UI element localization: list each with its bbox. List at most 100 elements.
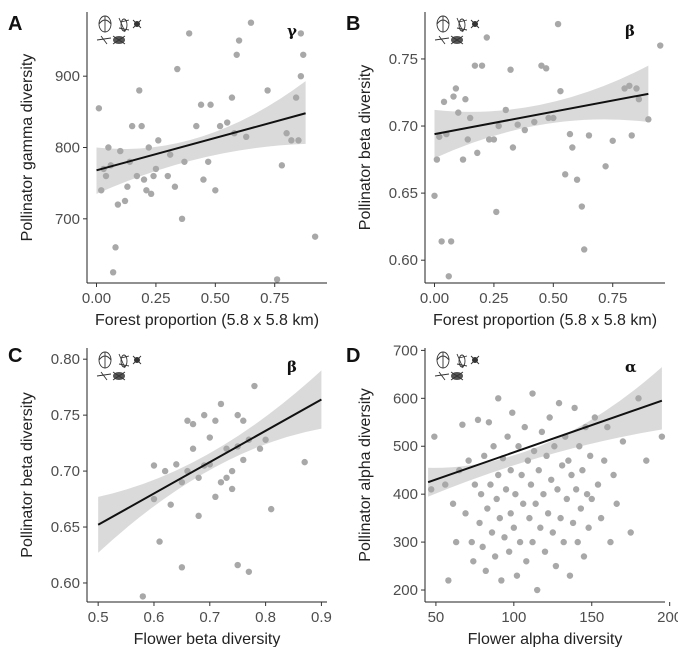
data-point (452, 538, 460, 546)
data-point (297, 72, 305, 80)
data-point (212, 493, 219, 501)
y-tick-label: 0.65 (389, 185, 418, 202)
y-tick-label: 700 (393, 342, 418, 359)
data-point (474, 149, 481, 157)
data-point (502, 106, 509, 114)
data-point (247, 19, 255, 26)
data-point (136, 87, 143, 94)
x-tick-label: 0.50 (201, 290, 230, 307)
confidence-band (434, 65, 649, 159)
x-tick-label: 0.9 (311, 609, 332, 626)
data-point (577, 505, 585, 512)
data-point (544, 510, 552, 517)
data-point (147, 190, 155, 198)
pollinator-insects-icon (434, 15, 480, 45)
data-point (579, 467, 586, 474)
data-point (578, 203, 586, 210)
x-axis-label: Flower alpha diversity (468, 631, 623, 647)
data-point (633, 85, 640, 92)
data-point (551, 443, 558, 450)
data-point (433, 156, 441, 163)
x-tick-label: 0.00 (420, 290, 449, 307)
data-point (112, 244, 119, 251)
data-point (240, 456, 247, 464)
data-point (442, 481, 449, 488)
data-point (569, 519, 577, 527)
pollinator-insects-icon (96, 15, 142, 45)
data-point (560, 538, 567, 546)
data-point (462, 510, 469, 517)
data-point (658, 433, 666, 440)
data-point (515, 443, 522, 450)
data-point (234, 561, 241, 569)
data-point (207, 101, 214, 108)
data-point (483, 34, 490, 41)
y-tick-label: 0.80 (51, 351, 80, 368)
x-tick-label: 0.00 (82, 290, 111, 307)
data-point (507, 510, 514, 517)
data-point (565, 457, 572, 464)
data-point (145, 144, 152, 151)
data-point (243, 133, 250, 141)
y-tick-label: 400 (393, 486, 418, 503)
data-point (628, 132, 635, 139)
data-point (512, 490, 519, 498)
data-point (204, 158, 212, 165)
data-point (546, 414, 553, 421)
data-point (109, 269, 117, 276)
data-point (267, 505, 275, 513)
data-point (537, 524, 544, 531)
pollinator-insects-icon (434, 351, 480, 381)
data-point (468, 538, 475, 546)
data-point (471, 481, 479, 488)
data-point (128, 122, 136, 130)
data-point (178, 564, 186, 571)
data-point (514, 121, 521, 128)
data-point (481, 452, 488, 460)
data-point (558, 462, 566, 469)
data-point (200, 176, 207, 183)
y-axis-label: Pollinator beta diversity (19, 392, 36, 557)
data-point (491, 553, 499, 560)
y-tick-label: 0.75 (51, 407, 80, 424)
data-point (181, 158, 188, 165)
y-axis-label: Pollinator gamma diversity (19, 54, 36, 242)
data-point (482, 567, 489, 575)
data-point (569, 144, 576, 151)
data-point (124, 183, 131, 190)
y-tick-label: 0.65 (51, 519, 80, 536)
data-point (189, 420, 197, 428)
data-point (538, 428, 546, 436)
data-point (657, 42, 664, 49)
data-point (445, 577, 452, 584)
data-point (450, 93, 457, 100)
data-point (295, 137, 302, 144)
data-point (581, 246, 588, 253)
regression-line (96, 112, 306, 172)
x-axis-label: Forest proportion (5.8 x 5.8 km) (433, 312, 657, 329)
data-point (139, 593, 147, 600)
data-point (619, 438, 627, 445)
data-point (440, 98, 448, 106)
data-point (549, 529, 556, 536)
data-point (156, 538, 163, 545)
y-tick-label: 600 (393, 390, 418, 407)
data-point (583, 490, 591, 498)
y-tick-label: 0.60 (51, 575, 80, 592)
data-point (189, 445, 197, 452)
data-point (580, 553, 588, 560)
data-point (474, 416, 482, 424)
data-point (545, 114, 552, 122)
data-point (542, 65, 550, 72)
data-point (540, 490, 547, 498)
panel-letter: C (8, 345, 22, 367)
data-point (585, 524, 592, 531)
data-point (459, 421, 466, 428)
data-point (251, 382, 258, 390)
data-point (283, 130, 290, 137)
data-point (234, 411, 241, 419)
x-tick-label: 100 (501, 609, 526, 626)
data-point (98, 187, 105, 194)
data-point (235, 37, 243, 44)
